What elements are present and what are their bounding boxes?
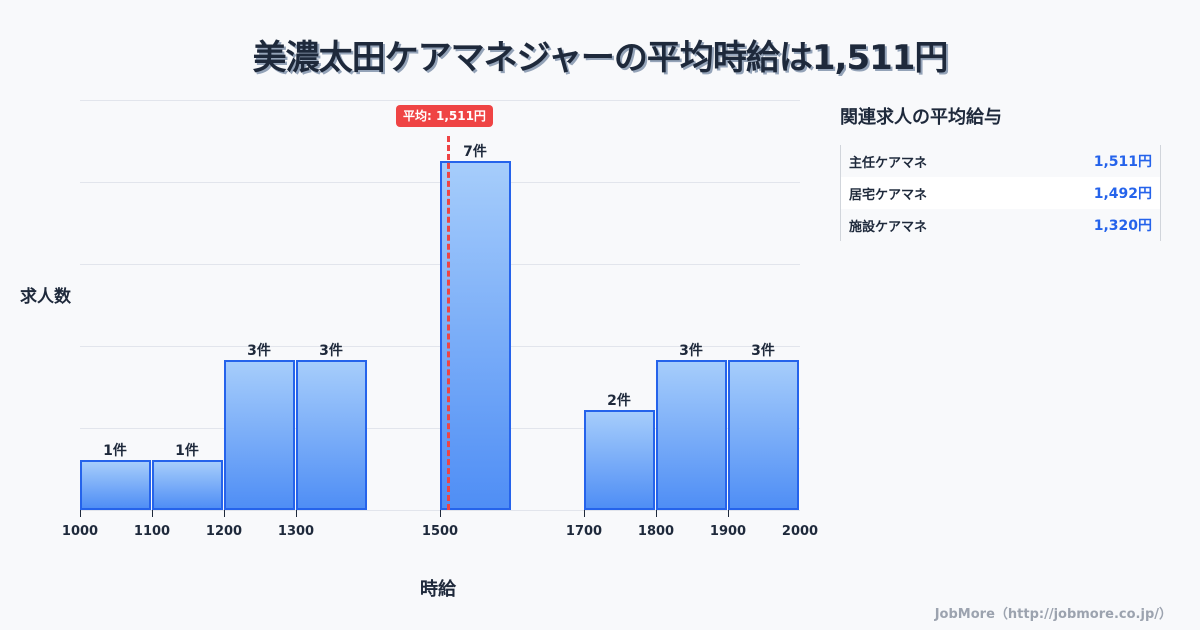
x-tick [296,510,297,517]
salary-row: 施設ケアマネ 1,320円 [841,209,1160,241]
bar-1800-1900[interactable] [656,360,727,510]
x-tick [440,510,441,517]
x-tick [584,510,585,517]
x-tick [656,510,657,517]
bar-1700-1800[interactable] [584,410,655,510]
job-name: 施設ケアマネ [849,219,928,235]
job-salary: 1,320円 [1093,218,1152,234]
x-tick-label: 1200 [205,524,243,539]
salary-row: 主任ケアマネ 1,511円 [841,145,1160,177]
x-tick [80,510,81,517]
x-tick [728,510,729,517]
x-tick-label: 1500 [421,524,459,539]
histogram-chart: 求人数 時給 1件 1件 3件 3件 7件 2件 3件 3件 平均: 1,511… [20,100,818,600]
x-tick-label: 1700 [565,524,603,539]
job-salary: 1,492円 [1093,186,1152,202]
page-title: 美濃太田ケアマネジャーの平均時給は1,511円 [252,38,949,78]
x-tick-label: 1000 [61,524,99,539]
bar-value-label: 1件 [175,443,199,459]
bar-1300-1400[interactable] [296,360,367,510]
bar-value-label: 3件 [679,343,703,359]
job-salary: 1,511円 [1093,154,1152,170]
job-name: 居宅ケアマネ [849,187,928,203]
x-tick-label: 1900 [709,524,747,539]
gridline [80,100,800,101]
bar-1100-1200[interactable] [152,460,223,510]
x-tick-label: 1300 [277,524,315,539]
bar-value-label: 1件 [103,443,127,459]
related-salary-title: 関連求人の平均給与 [840,107,1002,128]
bar-value-label: 3件 [751,343,775,359]
bar-value-label: 2件 [607,393,631,409]
salary-row: 居宅ケアマネ 1,492円 [841,177,1160,209]
x-tick [152,510,153,517]
bar-value-label: 7件 [463,144,487,160]
bar-1200-1300[interactable] [224,360,295,510]
x-tick-label: 2000 [781,524,819,539]
average-line [447,136,450,510]
x-tick [224,510,225,517]
x-axis-label: 時給 [420,579,456,600]
x-tick-label: 1800 [637,524,675,539]
footer-credit: JobMore（http://jobmore.co.jp/） [934,607,1172,622]
bar-1900-2000[interactable] [728,360,799,510]
y-axis-label: 求人数 [20,287,71,307]
bar-1000-1100[interactable] [80,460,151,510]
average-badge: 平均: 1,511円 [396,105,493,127]
related-salary-table: 主任ケアマネ 1,511円 居宅ケアマネ 1,492円 施設ケアマネ 1,320… [840,145,1161,241]
bar-1500-1600[interactable] [440,161,511,510]
job-name: 主任ケアマネ [849,155,928,171]
bar-value-label: 3件 [319,343,343,359]
bar-value-label: 3件 [247,343,271,359]
x-tick-label: 1100 [133,524,171,539]
